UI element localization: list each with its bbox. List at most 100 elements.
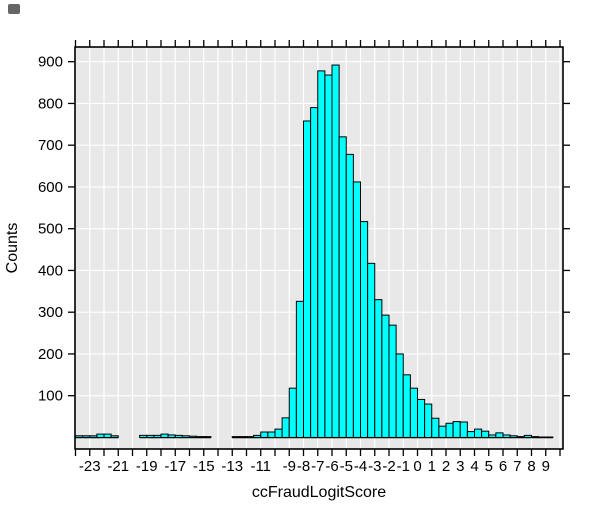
histogram-bar xyxy=(516,436,525,438)
x-tick-label: -2 xyxy=(382,458,395,475)
histogram-bar xyxy=(110,435,119,438)
plot-frame xyxy=(74,46,564,450)
histogram-bar xyxy=(260,431,269,438)
histogram-bar xyxy=(509,435,518,438)
histogram-bar xyxy=(338,136,347,438)
histogram-bar xyxy=(146,434,155,438)
histogram-bar xyxy=(103,433,112,438)
histogram-bar xyxy=(231,436,240,438)
x-tick-label: 8 xyxy=(527,458,535,475)
histogram-bar xyxy=(459,421,468,438)
histogram-bar xyxy=(238,436,247,438)
x-tick-label: 5 xyxy=(485,458,493,475)
histogram-bar xyxy=(388,324,397,438)
histogram-bar xyxy=(253,434,262,438)
x-tick-label: -4 xyxy=(354,458,367,475)
histogram-bar xyxy=(295,300,304,438)
histogram-bar xyxy=(317,70,326,438)
histogram-bar xyxy=(181,435,190,438)
x-tick-label: -13 xyxy=(221,458,243,475)
histogram-bar xyxy=(360,221,369,438)
y-axis-title: Counts xyxy=(4,223,21,274)
histogram-bar xyxy=(96,433,105,438)
histogram-bar xyxy=(160,433,169,438)
histogram-bar xyxy=(452,421,461,438)
histogram-bar xyxy=(267,431,276,438)
y-tick-label: 400 xyxy=(38,262,63,279)
x-tick-label: -15 xyxy=(193,458,215,475)
x-tick-label: 1 xyxy=(428,458,436,475)
y-tick-label: 500 xyxy=(38,221,63,238)
y-tick-label: 100 xyxy=(38,388,63,405)
histogram-bar xyxy=(310,107,319,438)
histogram-bar xyxy=(345,153,354,438)
histogram-bar xyxy=(139,434,148,438)
x-tick-label: -21 xyxy=(107,458,129,475)
x-axis-title: ccFraudLogitScore xyxy=(252,484,386,501)
histogram-bar xyxy=(431,417,440,438)
histogram-bar xyxy=(82,435,91,438)
histogram-bar xyxy=(381,314,390,438)
x-tick-label: 9 xyxy=(542,458,550,475)
histogram-bar xyxy=(288,387,297,438)
histogram-bar xyxy=(438,425,447,438)
x-tick-label: 4 xyxy=(470,458,478,475)
histogram-bar xyxy=(424,403,433,438)
histogram-bar xyxy=(203,436,212,438)
histogram-bar xyxy=(374,299,383,438)
histogram-bar xyxy=(409,387,418,438)
y-tick-label: 900 xyxy=(38,54,63,71)
x-tick-label: 3 xyxy=(456,458,464,475)
histogram-bar xyxy=(445,422,454,438)
y-tick-label: 700 xyxy=(38,137,63,154)
histogram-bar xyxy=(367,262,376,438)
histogram-bar xyxy=(331,64,340,438)
histogram-bar xyxy=(488,434,497,438)
histogram-bar xyxy=(189,435,198,438)
histogram-bar xyxy=(303,120,312,438)
y-tick-label: 600 xyxy=(38,179,63,196)
histogram-bar xyxy=(531,436,540,438)
histogram-bar xyxy=(523,434,532,438)
histogram-bar xyxy=(324,74,333,438)
x-tick-label: -9 xyxy=(283,458,296,475)
histogram-bar xyxy=(417,398,426,438)
histogram-bar xyxy=(153,434,162,438)
histogram-bar xyxy=(495,432,504,438)
x-tick-label: -19 xyxy=(136,458,158,475)
histogram-bar xyxy=(174,434,183,438)
histogram-bar xyxy=(281,417,290,438)
x-tick-label: -17 xyxy=(164,458,186,475)
x-tick-label: 7 xyxy=(513,458,521,475)
y-tick-label: 300 xyxy=(38,304,63,321)
x-tick-label: -8 xyxy=(297,458,310,475)
histogram-bar xyxy=(75,435,84,438)
histogram-bar xyxy=(274,428,283,438)
histogram-bar xyxy=(167,434,176,438)
x-tick-label: 2 xyxy=(442,458,450,475)
histogram-bar xyxy=(466,431,475,438)
x-tick-label: -5 xyxy=(340,458,353,475)
window-corner-artifact xyxy=(8,4,20,14)
x-tick-label: -23 xyxy=(79,458,101,475)
histogram-bar xyxy=(502,434,511,438)
x-tick-label: -6 xyxy=(325,458,338,475)
y-tick-label: 200 xyxy=(38,346,63,363)
x-tick-label: -3 xyxy=(368,458,381,475)
histogram-bar xyxy=(481,430,490,438)
histogram-bar xyxy=(352,181,361,438)
histogram-bar xyxy=(89,435,98,438)
histogram-bar xyxy=(246,436,255,438)
x-tick-label: -11 xyxy=(250,458,271,475)
histogram-bar xyxy=(196,436,205,438)
x-tick-label: -7 xyxy=(311,458,324,475)
x-tick-label: 0 xyxy=(413,458,421,475)
histogram-bar xyxy=(402,374,411,438)
x-tick-label: 6 xyxy=(499,458,507,475)
x-tick-label: -1 xyxy=(397,458,410,475)
y-tick-label: 800 xyxy=(38,95,63,112)
histogram-bar xyxy=(474,428,483,438)
histogram-bar xyxy=(395,353,404,438)
